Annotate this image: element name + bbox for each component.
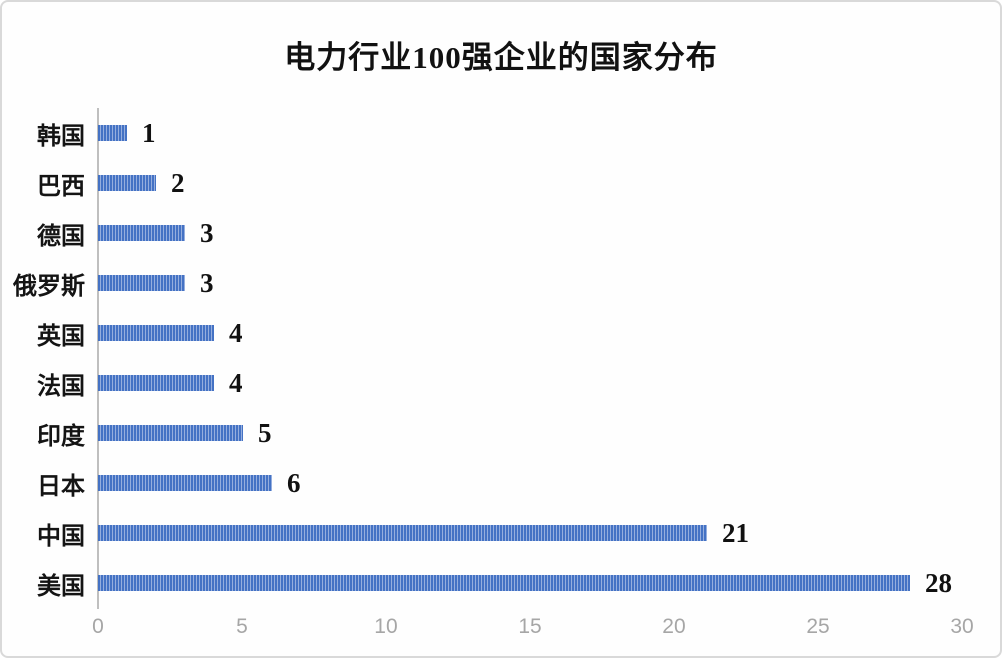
category-label: 俄罗斯 (13, 273, 85, 300)
category-label: 韩国 (37, 123, 85, 150)
bar (98, 175, 156, 191)
value-label: 2 (171, 167, 185, 198)
x-tick-label: 25 (806, 615, 830, 638)
bar-row: 中国 21 (10, 508, 968, 558)
category-label: 日本 (37, 473, 85, 500)
bar-track: 2 (98, 158, 968, 208)
bar (98, 375, 214, 391)
bar-track: 5 (98, 408, 968, 458)
bar-track: 1 (98, 108, 968, 158)
value-label: 21 (722, 517, 749, 548)
value-label: 1 (142, 117, 156, 148)
bar-track: 3 (98, 258, 968, 308)
category-label: 英国 (37, 323, 85, 350)
bar-row: 美国 28 (10, 558, 968, 608)
value-label: 28 (925, 567, 952, 598)
x-tick-label: 0 (92, 615, 104, 638)
x-tick-label: 30 (950, 615, 974, 638)
category-label: 美国 (37, 573, 85, 600)
bar-row: 英国 4 (10, 308, 968, 358)
value-label: 5 (257, 417, 272, 448)
bar-row: 韩国 1 (10, 108, 968, 158)
x-tick-label: 15 (518, 615, 542, 638)
bar (98, 275, 185, 291)
bar-track: 21 (98, 508, 968, 558)
bar-row: 法国 4 (10, 358, 968, 408)
category-label: 德国 (37, 223, 85, 250)
category-label: 巴西 (37, 173, 85, 200)
bar (98, 475, 272, 491)
bar-row: 日本 6 (10, 458, 968, 508)
bar-track: 4 (98, 308, 968, 358)
value-label: 4 (229, 317, 243, 348)
x-axis: 0 5 10 15 20 25 30 (92, 615, 974, 644)
bar (98, 225, 185, 241)
x-tick-label: 5 (236, 615, 248, 638)
bar (98, 125, 127, 141)
x-tick-label: 20 (662, 615, 686, 638)
bar (98, 425, 243, 441)
bar-row: 德国 3 (10, 208, 968, 258)
bar-track: 6 (98, 458, 968, 508)
bar-track: 4 (98, 358, 968, 408)
value-label: 3 (200, 267, 214, 298)
bar-track: 3 (98, 208, 968, 258)
chart-title: 电力行业100强企业的国家分布 (284, 40, 718, 75)
y-axis-line (97, 108, 99, 609)
bar (98, 525, 707, 541)
value-label: 4 (229, 367, 243, 398)
value-label: 3 (200, 217, 214, 248)
bar-rows: 韩国 1 巴西 2 德国 3 俄罗斯 3 英国 4 法国 (10, 108, 968, 608)
bar (98, 325, 214, 341)
category-label: 印度 (37, 423, 85, 450)
category-label: 中国 (37, 523, 85, 550)
bar-row: 巴西 2 (10, 158, 968, 208)
bar-row: 印度 5 (10, 408, 968, 458)
category-label: 法国 (37, 373, 85, 400)
bar-row: 俄罗斯 3 (10, 258, 968, 308)
value-label: 6 (287, 467, 301, 498)
bar-track: 28 (98, 558, 968, 608)
bar (98, 575, 910, 591)
x-tick-label: 10 (374, 615, 398, 638)
